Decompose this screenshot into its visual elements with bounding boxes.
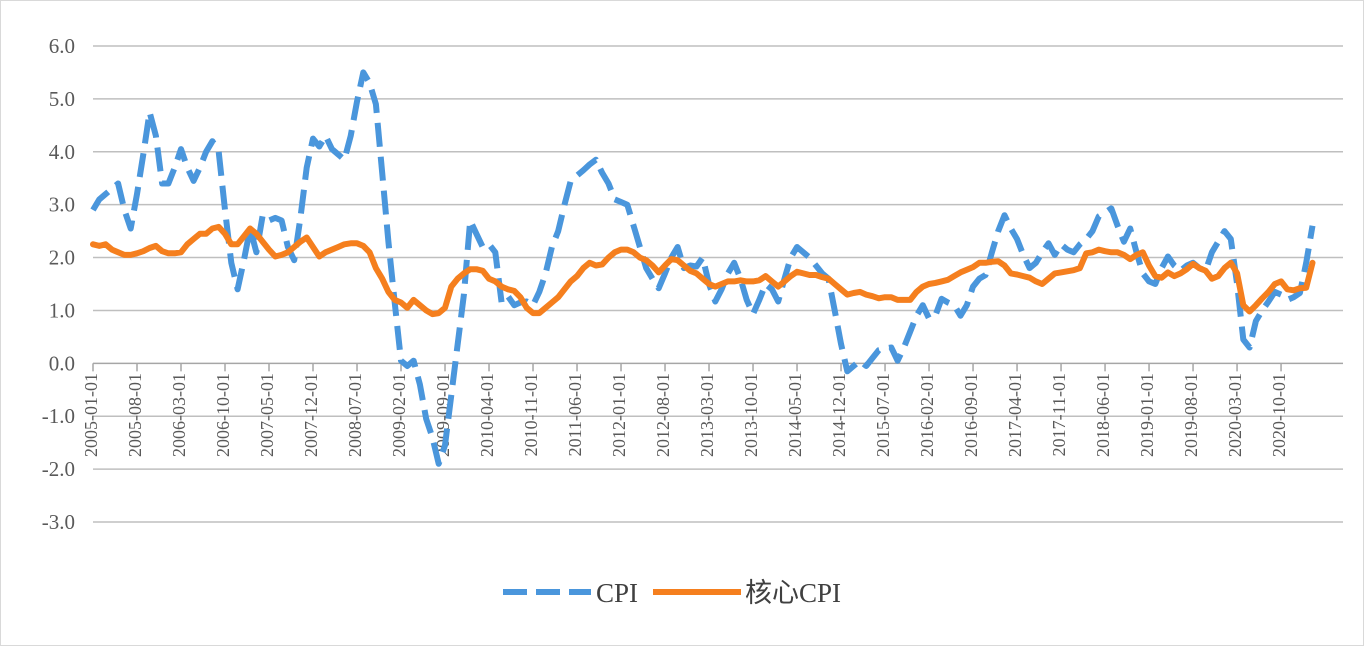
x-tick-label: 2012-08-01 xyxy=(653,373,673,457)
x-tick-label: 2006-10-01 xyxy=(213,373,233,457)
x-tick-label: 2018-06-01 xyxy=(1093,373,1113,457)
y-tick-label: 0.0 xyxy=(49,351,75,375)
x-tick-label: 2009-02-01 xyxy=(389,373,409,457)
x-tick-label: 2007-12-01 xyxy=(301,373,321,457)
y-tick-label: 2.0 xyxy=(49,246,75,270)
x-tick-label: 2011-06-01 xyxy=(565,373,585,456)
x-tick-label: 2019-08-01 xyxy=(1181,373,1201,457)
x-tick-label: 2013-10-01 xyxy=(741,373,761,457)
x-tick-label: 2008-07-01 xyxy=(345,373,365,457)
x-tick-label: 2015-07-01 xyxy=(873,373,893,457)
y-tick-label: -2.0 xyxy=(42,457,75,481)
x-tick-label: 2020-03-01 xyxy=(1225,373,1245,457)
y-tick-label: 4.0 xyxy=(49,140,75,164)
y-tick-label: 3.0 xyxy=(49,193,75,217)
y-tick-label: 1.0 xyxy=(49,298,75,322)
x-tick-label: 2017-11-01 xyxy=(1049,373,1069,456)
legend-label-core-cpi: 核心CPI xyxy=(745,578,841,608)
x-tick-label: 2013-03-01 xyxy=(697,373,717,457)
y-tick-label: -3.0 xyxy=(42,510,75,534)
y-tick-label: 6.0 xyxy=(49,34,75,58)
x-tick-label: 2014-12-01 xyxy=(829,373,849,457)
x-axis: 2005-01-01 2005-08-01 2006-03-01 2006-10-01… xyxy=(81,362,1343,457)
y-axis: 6.0 5.0 4.0 3.0 2.0 1.0 0.0 -1.0 -2.0 -3.0 xyxy=(42,34,75,534)
x-tick-label: 2006-03-01 xyxy=(169,373,189,457)
x-tick-label: 2020-10-01 xyxy=(1269,373,1289,457)
x-tick-label: 2012-01-01 xyxy=(609,373,629,457)
y-tick-label: 5.0 xyxy=(49,87,75,111)
x-tick-label: 2019-01-01 xyxy=(1137,373,1157,457)
x-tick-label: 2016-09-01 xyxy=(961,373,981,457)
series-line-core-cpi xyxy=(90,223,1316,318)
x-tick-label: 2010-04-01 xyxy=(477,373,497,457)
x-tick-label: 2014-05-01 xyxy=(785,373,805,457)
x-tick-label: 2010-11-01 xyxy=(521,373,541,456)
legend: CPI 核心CPI xyxy=(503,578,841,608)
x-tick-label: 2007-05-01 xyxy=(257,373,277,457)
legend-label-cpi: CPI xyxy=(596,578,638,608)
x-tick-label: 2005-08-01 xyxy=(125,373,145,457)
x-tick-label: 2005-01-01 xyxy=(81,373,101,457)
x-tick-label: 2017-04-01 xyxy=(1005,373,1025,457)
y-tick-label: -1.0 xyxy=(42,404,75,428)
series-lines xyxy=(90,69,1316,467)
x-tick-label: 2016-02-01 xyxy=(917,373,937,457)
